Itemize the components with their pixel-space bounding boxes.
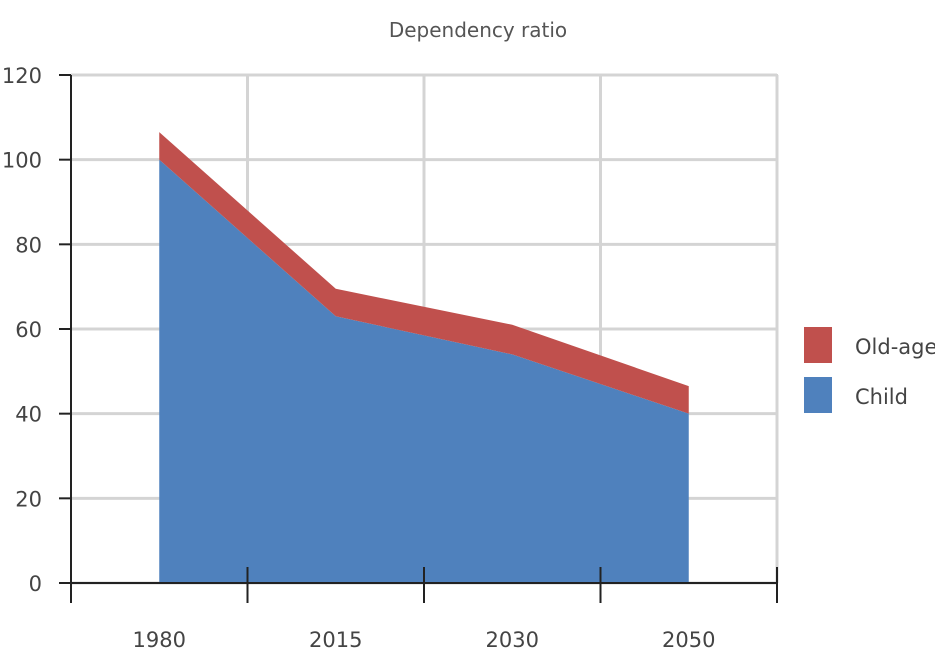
- y-tick-label: 80: [15, 233, 42, 257]
- y-tick-label: 100: [2, 149, 42, 173]
- x-tick-label: 2030: [486, 628, 539, 650]
- y-tick-label: 120: [2, 64, 42, 88]
- legend-label-old-age: Old-age: [855, 335, 935, 359]
- y-axis-tick-labels: 0 20 40 60 80 100 120: [2, 64, 42, 596]
- legend: Old-age Child: [804, 327, 935, 413]
- legend-swatch-old-age: [804, 327, 832, 363]
- area-child: [159, 159, 689, 583]
- legend-label-child: Child: [855, 385, 908, 409]
- x-tick-label: 1980: [133, 628, 186, 650]
- x-tick-label: 2050: [662, 628, 715, 650]
- y-tick-label: 0: [29, 572, 42, 596]
- plot-areas: [159, 132, 689, 583]
- x-axis-tick-labels: 1980 2015 2030 2050: [133, 628, 716, 652]
- y-tick-label: 20: [15, 487, 42, 511]
- legend-swatch-child: [804, 377, 832, 413]
- chart-title: Dependency ratio: [389, 18, 567, 42]
- y-tick-label: 40: [15, 403, 42, 427]
- y-tick-label: 60: [15, 318, 42, 342]
- area-old-age: [159, 132, 689, 414]
- x-tick-label: 2015: [309, 628, 362, 650]
- axes: [59, 74, 778, 603]
